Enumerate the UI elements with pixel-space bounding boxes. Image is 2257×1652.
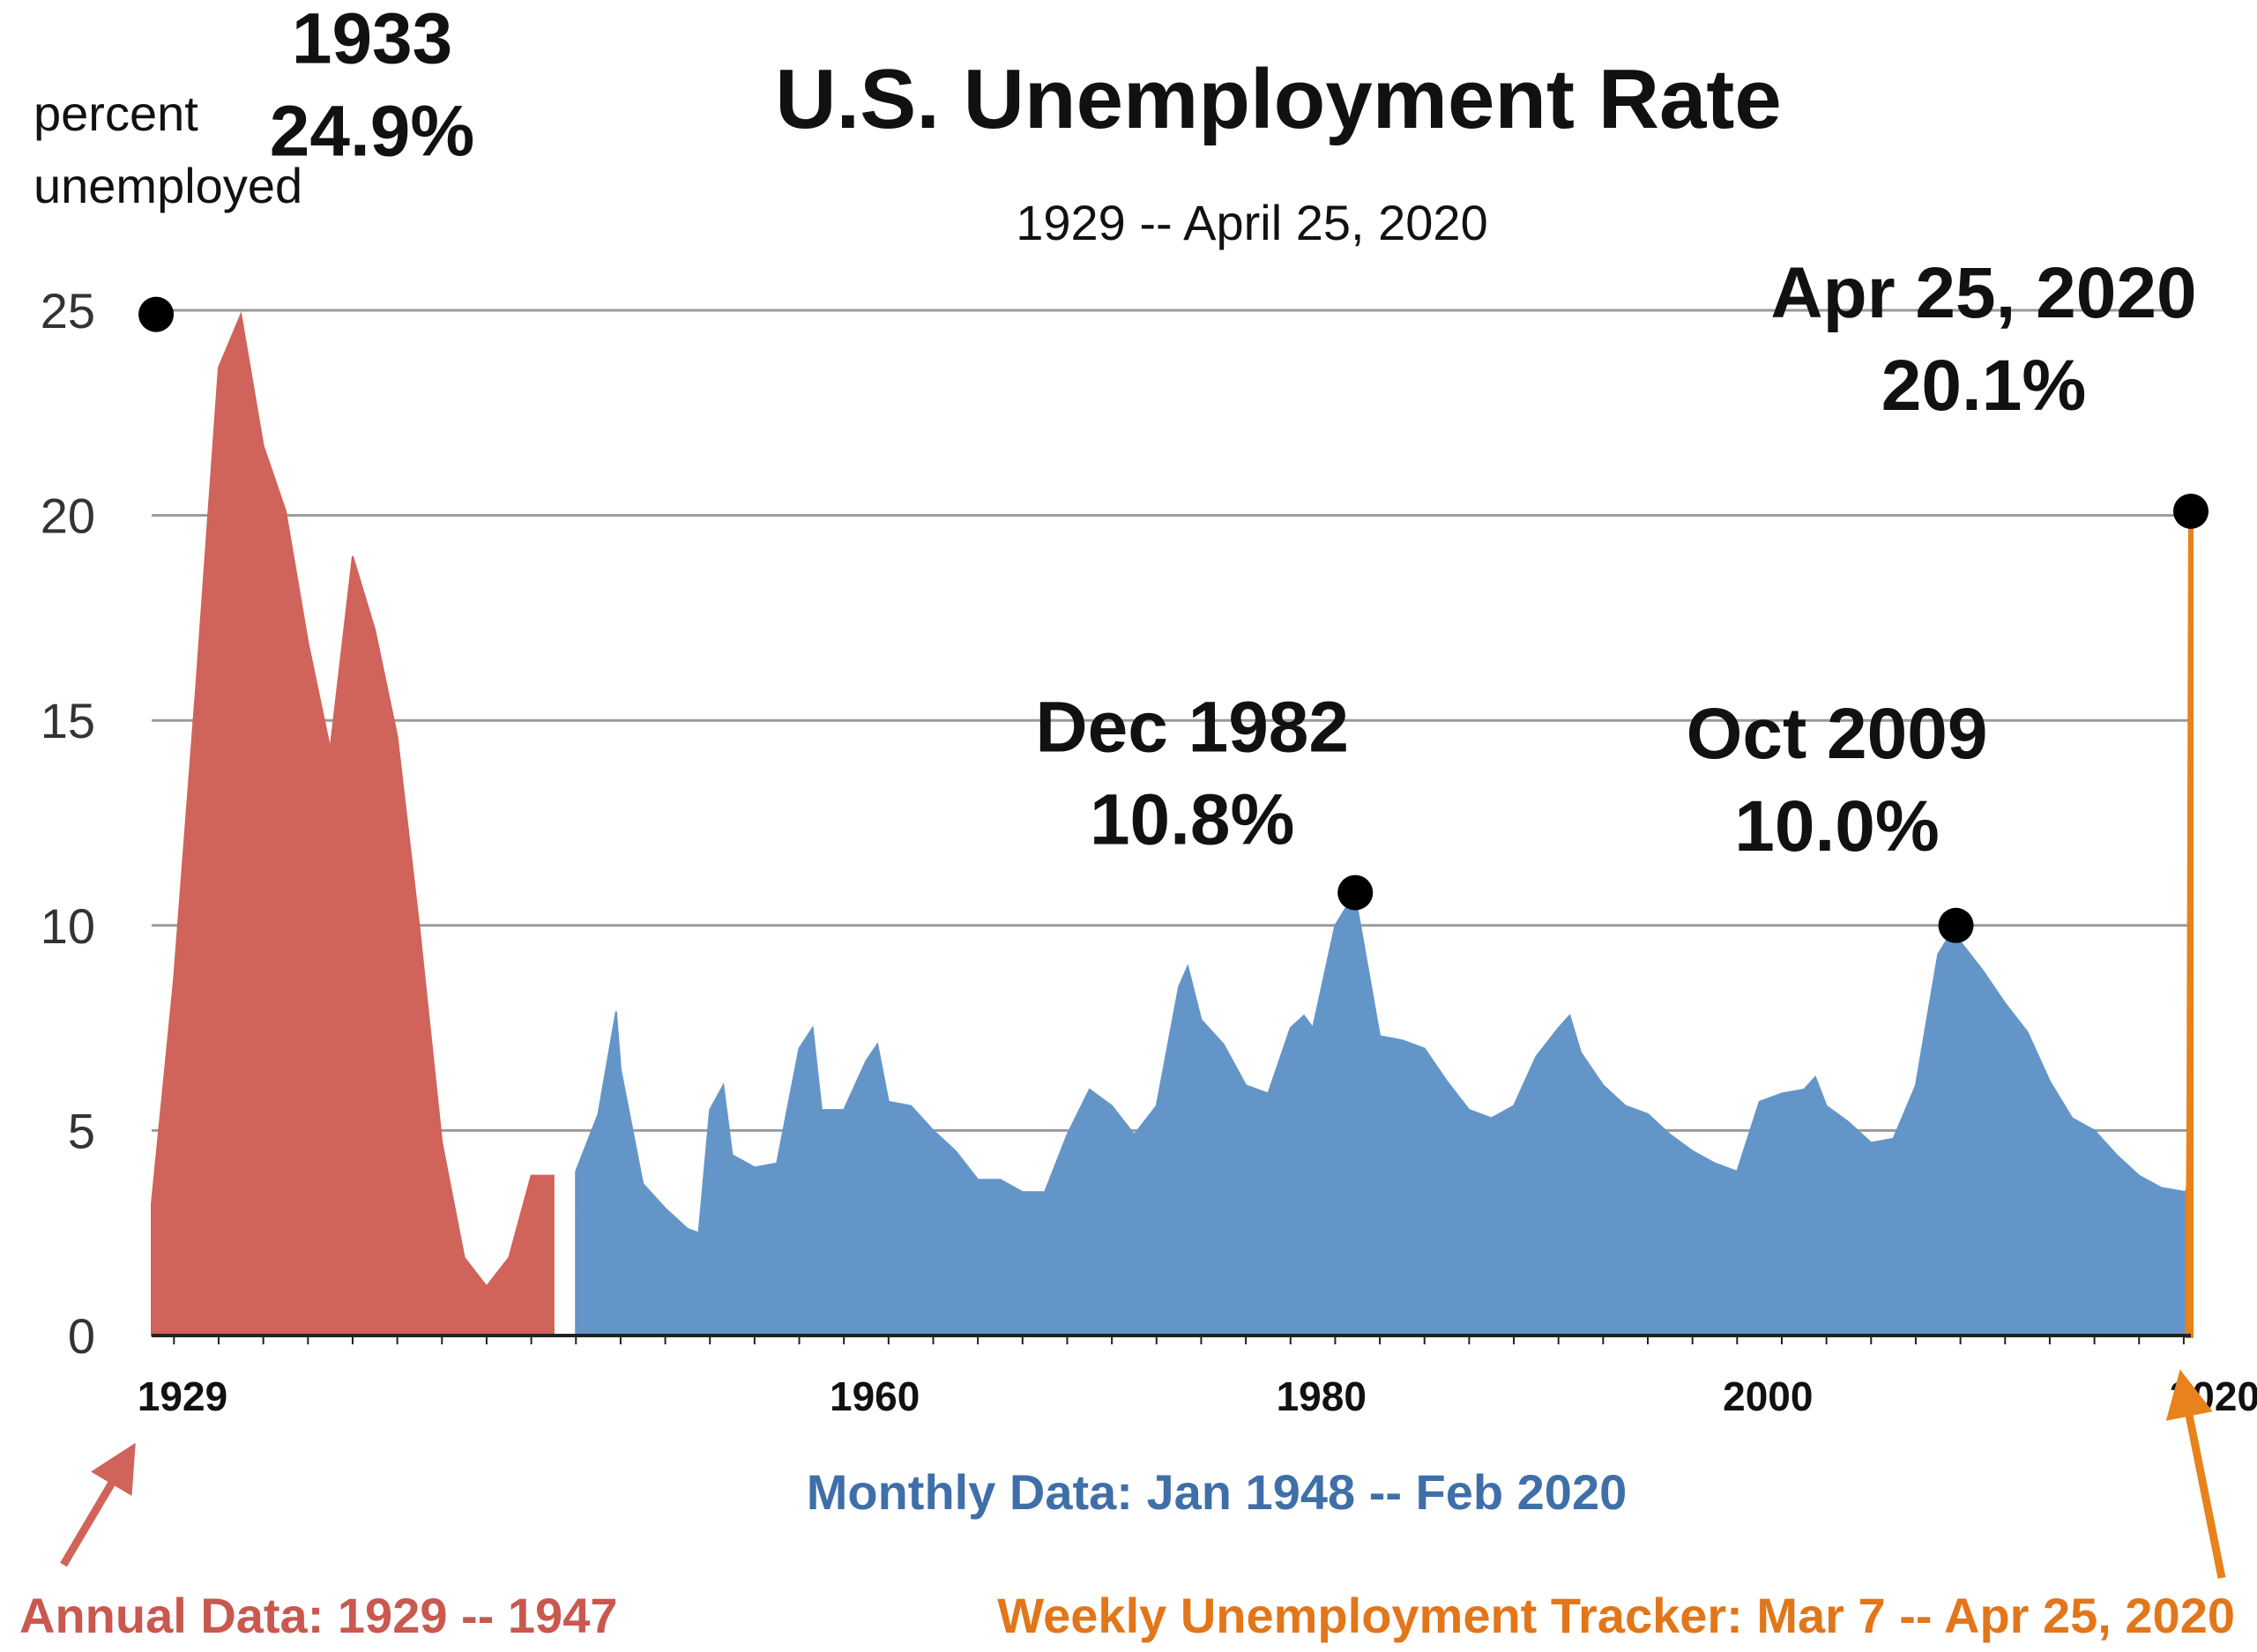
annotation-marker (1337, 874, 1374, 911)
annotation-value: 24.9% (270, 92, 475, 172)
annotation-date: Apr 25, 2020 (1770, 253, 2196, 333)
y-tick-label: 20 (41, 488, 95, 544)
annual-arrow (60, 1442, 136, 1567)
x-tick-label: 1929 (138, 1373, 227, 1419)
weekly-arrow (2165, 1369, 2226, 1579)
annotation-date: Dec 1982 (1035, 688, 1349, 768)
x-axis (152, 1334, 2191, 1344)
annotation-date: 1933 (292, 0, 452, 79)
annotation-marker (2173, 493, 2209, 529)
y-tick-label: 25 (41, 283, 95, 339)
weekly-tracker-label: Weekly Unemployment Tracker: Mar 7 -- Ap… (997, 1588, 2235, 1643)
x-tick-label: 2000 (1723, 1373, 1813, 1419)
y-tick-label: 10 (41, 898, 95, 954)
monthly-series-area (575, 889, 2187, 1336)
monthly-data-label: Monthly Data: Jan 1948 -- Feb 2020 (807, 1464, 1628, 1520)
chart-title: U.S. Unemployment Rate (775, 52, 1782, 146)
y-axis-label-line-2: unemployed (34, 158, 302, 213)
annotations: 1933 24.9% Dec 1982 10.8% Oct 2009 10.0% Apr 2… (138, 0, 2209, 943)
x-tick-label: 1960 (830, 1373, 920, 1419)
annotation-value: 20.1% (1881, 346, 2087, 426)
annotation-value: 10.8% (1090, 780, 1295, 860)
annotation-marker (138, 296, 175, 332)
y-axis-label-line-1: percent (34, 86, 198, 141)
y-tick-label: 15 (41, 693, 95, 748)
annotation-marker (1938, 907, 1974, 943)
x-tick-label: 1980 (1277, 1373, 1367, 1419)
weekly-series-area (2185, 510, 2194, 1338)
y-tick-label: 0 (68, 1308, 95, 1364)
x-axis-ticks: 1929 1960 1980 2000 2020 (138, 1373, 2257, 1419)
y-axis-ticks: 0 5 10 15 20 25 (41, 283, 95, 1364)
y-tick-label: 5 (68, 1103, 95, 1158)
annotation-date: Oct 2009 (1687, 694, 1988, 774)
annual-data-label: Annual Data: 1929 -- 1947 (19, 1588, 617, 1643)
annotation-value: 10.0% (1734, 786, 1940, 867)
chart-subtitle: 1929 -- April 25, 2020 (1016, 195, 1487, 250)
annual-series-area (151, 311, 555, 1336)
